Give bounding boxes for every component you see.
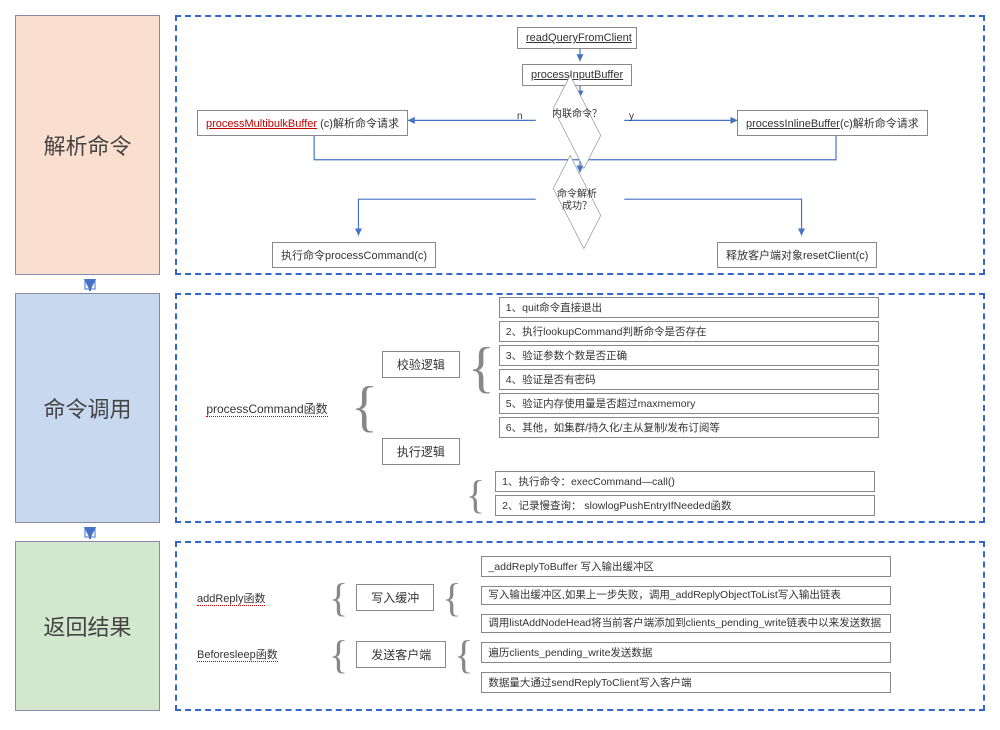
s3-group2: 发送客户端 — [356, 641, 446, 668]
d2-line2: 成功？ — [562, 201, 592, 212]
s3-item2-1: 数据量大通过sendReplyToClient写入客户端 — [481, 672, 891, 693]
content-return: addReply函数 Beforesleep函数 { 写入缓冲 { { 发送客户… — [175, 541, 985, 711]
stage-title-1: 解析命令 — [43, 129, 131, 161]
node-processCommand: 执行命令processCommand(c) — [272, 242, 436, 268]
node-multibulk: processMultibulkBuffer (c)解析命令请求 — [197, 110, 408, 136]
s2-item1-4: 5、验证内存使用量是否超过maxmemory — [499, 393, 879, 414]
s3-item1-1: 写入输出缓冲区,如果上一步失败，调用_addReplyObjectToList写… — [481, 586, 891, 605]
content-parse: readQueryFromClient processInputBuffer 内… — [175, 15, 985, 275]
s3-fn2-label: Beforesleep函数 — [197, 649, 278, 662]
inline-tail: (c)解析命令请求 — [840, 118, 919, 130]
readQuery-label: readQueryFromClient — [526, 32, 632, 44]
node-processInput: processInputBuffer — [522, 64, 632, 86]
s2-main: processCommand函数 — [187, 400, 347, 417]
s3-itemmid-0: 调用listAddNodeHead将当前客户端添加到clients_pendin… — [481, 614, 891, 633]
s2-item2-0: 1、执行命令：execCommand—call() — [495, 471, 875, 492]
s3-fn2: Beforesleep函数 — [197, 646, 278, 662]
s2-item2-1: 2、记录慢查询： slowlogPushEntryIfNeeded函数 — [495, 495, 875, 516]
edge-label-y: y — [629, 111, 634, 122]
brace-7: { — [452, 645, 475, 665]
processInput-label: processInputBuffer — [531, 69, 623, 81]
s2-main-label: processCommand函数 — [206, 402, 327, 417]
section-parse: 解析命令 — [15, 15, 985, 275]
s3-group1: 写入缓冲 — [356, 584, 434, 611]
s2-group2: 执行逻辑 — [382, 438, 460, 465]
diagram-root: 解析命令 — [15, 15, 985, 711]
s2-item1-1: 2、执行lookupCommand判断命令是否存在 — [499, 321, 879, 342]
diamond-success: 命令解析 成功？ — [532, 177, 622, 227]
s3-item1-0: _addReplyToBuffer 写入输出缓冲区 — [481, 556, 891, 577]
node-resetClient: 释放客户端对象resetClient(c) — [717, 242, 877, 268]
node-inline: processInlineBuffer(c)解析命令请求 — [737, 110, 928, 136]
stage-title-2: 命令调用 — [43, 392, 131, 424]
section-return: 返回结果 addReply函数 Beforesleep函数 { 写入缓冲 { {… — [15, 541, 985, 711]
inline-func: processInlineBuffer — [746, 118, 840, 130]
s2-item1-3: 4、验证是否有密码 — [499, 369, 879, 390]
diamond-inline: 内联命令？ — [532, 97, 622, 147]
diamond-success-text: 命令解析 成功？ — [532, 189, 622, 213]
multibulk-func: processMultibulkBuffer — [206, 118, 317, 130]
s2-group1: 校验逻辑 — [382, 351, 460, 378]
brace-6: { — [327, 645, 350, 665]
s2-item1-0: 1、quit命令直接退出 — [499, 297, 879, 318]
s3-item2-0: 遍历clients_pending_write发送数据 — [481, 642, 891, 663]
section-invoke: 命令调用 processCommand函数 { 校验逻辑 执行逻辑 { 1、qu… — [15, 293, 985, 523]
stage-label-3: 返回结果 — [15, 541, 160, 711]
connector-1-2 — [75, 279, 105, 293]
d2-line1: 命令解析 — [557, 189, 597, 200]
brace-2: { — [464, 352, 499, 386]
processCommand-label: 执行命令processCommand(c) — [281, 250, 427, 262]
brace-1: { — [347, 391, 382, 425]
s3-fn1-label: addReply函数 — [197, 593, 265, 606]
connector-2-3 — [75, 527, 105, 541]
brace-3: { — [464, 485, 487, 505]
multibulk-tail: (c)解析命令请求 — [317, 118, 399, 130]
diamond-inline-text: 内联命令？ — [532, 109, 622, 121]
node-readQuery: readQueryFromClient — [517, 27, 637, 49]
resetClient-label: 释放客户端对象resetClient(c) — [726, 250, 868, 262]
s2-item1-2: 3、验证参数个数是否正确 — [499, 345, 879, 366]
brace-4: { — [327, 588, 350, 608]
stage-title-3: 返回结果 — [43, 610, 131, 642]
content-invoke: processCommand函数 { 校验逻辑 执行逻辑 { 1、quit命令直… — [175, 293, 985, 523]
brace-5: { — [440, 588, 463, 608]
stage-label-2: 命令调用 — [15, 293, 160, 523]
edge-label-n: n — [517, 111, 523, 122]
s2-item1-5: 6、其他，如集群/持久化/主从复制/发布订阅等 — [499, 417, 879, 438]
stage-label-1: 解析命令 — [15, 15, 160, 275]
s3-fn1: addReply函数 — [197, 590, 265, 606]
